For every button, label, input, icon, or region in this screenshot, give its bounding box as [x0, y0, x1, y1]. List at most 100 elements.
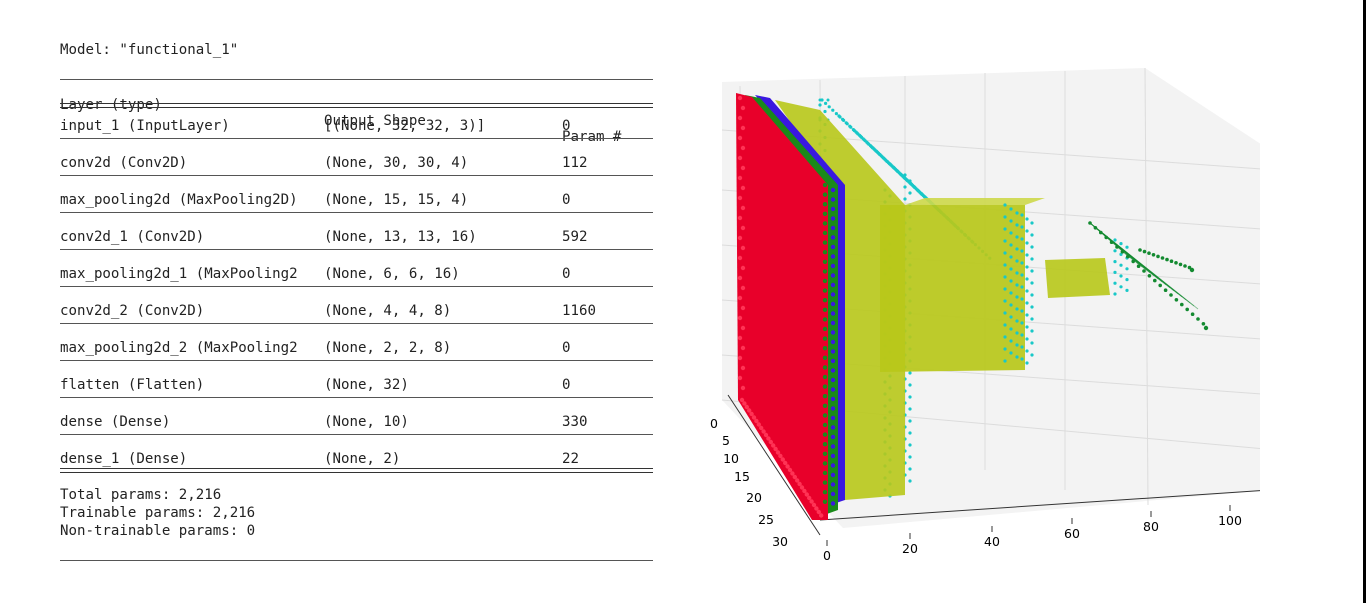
neuron-dot [822, 317, 828, 322]
neuron-dot [737, 95, 743, 101]
neuron-dot [737, 375, 743, 381]
neuron-dot [1174, 261, 1178, 265]
neuron-dot [1003, 239, 1007, 243]
neuron-dot [1020, 321, 1024, 325]
neuron-dot [830, 463, 836, 468]
y-tick-label: 10 [723, 451, 739, 466]
neuron-dot [830, 339, 836, 345]
row-rule [60, 434, 653, 435]
neuron-dot [822, 346, 828, 351]
neuron-dot [830, 349, 836, 354]
neuron-dot [822, 384, 828, 389]
neuron-dot [1025, 313, 1029, 317]
neuron-dot [830, 187, 836, 193]
model-summary: Model: "functional_1" Layer (type) Outpu… [60, 0, 660, 603]
neuron-dot [1009, 351, 1013, 355]
neuron-dot [908, 467, 912, 471]
neuron-dot [775, 450, 781, 455]
neuron-dot [1203, 325, 1209, 331]
neuron-dot [1003, 215, 1007, 219]
neuron-dot [1009, 219, 1013, 223]
trainable-params: Trainable params: 2,216 [60, 505, 256, 521]
neuron-dot [1009, 303, 1013, 307]
x-axis-line [819, 489, 1271, 521]
neuron-dot [740, 325, 746, 331]
neuron-dot [830, 225, 836, 231]
neuron-dot [1030, 245, 1034, 249]
neuron-dot [1125, 267, 1129, 271]
neuron-dot [871, 146, 875, 150]
neuron-dot [737, 295, 743, 301]
neuron-dot [1126, 254, 1130, 259]
neuron-dot [792, 474, 797, 480]
neuron-dot [759, 425, 764, 431]
neuron-dot [1142, 269, 1146, 273]
neuron-dot [1025, 277, 1029, 281]
neuron-dot [1183, 264, 1187, 268]
neuron-dot [822, 432, 828, 437]
neuron-dot [1190, 312, 1195, 317]
neuron-dot [1147, 251, 1151, 255]
param-count-cell: 1160 [562, 303, 596, 319]
layer-name-cell: input_1 (InputLayer) [60, 118, 230, 134]
neuron-dot [737, 255, 743, 261]
neuron-dot [756, 422, 761, 427]
neuron-dot [1015, 307, 1019, 311]
row-rule [60, 212, 653, 213]
neuron-dot [903, 185, 907, 189]
neuron-dot [830, 282, 836, 288]
param-count-cell: 112 [562, 155, 588, 171]
neuron-dot [1020, 261, 1024, 265]
neuron-dot [822, 355, 828, 360]
header-output-shape: Output Shape [324, 113, 426, 129]
neuron-dot [799, 485, 805, 490]
neuron-dot [831, 108, 835, 112]
neuron-dot [1015, 223, 1019, 227]
neuron-dot [830, 206, 836, 212]
neuron-dot [1142, 249, 1147, 254]
neuron-dot [811, 502, 817, 508]
neuron-dot [737, 175, 743, 181]
neuron-dot [1125, 245, 1129, 249]
neuron-dot [908, 383, 912, 387]
right-border [1363, 0, 1366, 603]
non-trainable-params: Non-trainable params: 0 [60, 523, 256, 539]
neuron-dot [1015, 283, 1019, 287]
conv-layer-green [745, 95, 838, 515]
neuron-dot [822, 374, 828, 380]
neuron-dot [739, 397, 745, 403]
neuron-dot [1009, 327, 1013, 331]
neuron-dot [1009, 231, 1013, 235]
neuron-dot [822, 307, 828, 312]
neuron-dot [822, 490, 828, 495]
neuron-dot [1020, 273, 1024, 277]
neuron-dot [737, 215, 743, 221]
neuron-dot [822, 499, 828, 504]
neuron-dot [1020, 213, 1024, 217]
neuron-dot [830, 263, 836, 269]
param-count-cell: 0 [562, 340, 571, 356]
row-rule [60, 323, 653, 324]
neuron-dot [740, 265, 746, 271]
neuron-dot [797, 481, 802, 487]
neuron-dot [823, 109, 827, 114]
neuron-dot [814, 506, 819, 511]
neuron-dot [822, 336, 828, 341]
neuron-dot [903, 197, 907, 201]
y-axis-line [727, 394, 821, 536]
neuron-dot [822, 240, 828, 245]
neuron-dot [1003, 251, 1007, 255]
y-tick-label: 30 [772, 534, 788, 549]
neuron-dot [761, 429, 766, 434]
neuron-dot [1009, 339, 1013, 343]
neuron-dot [1189, 267, 1195, 273]
neuron-dot [830, 396, 836, 402]
layer-name-cell: conv2d_2 (Conv2D) [60, 303, 205, 319]
input-layer-red [736, 93, 828, 520]
row-rule [60, 360, 653, 361]
neuron-dot [1003, 359, 1007, 363]
neuron-dot [1015, 343, 1019, 347]
neuron-dot [1015, 235, 1019, 239]
neuron-dot [751, 415, 757, 420]
row-rule [60, 397, 653, 398]
